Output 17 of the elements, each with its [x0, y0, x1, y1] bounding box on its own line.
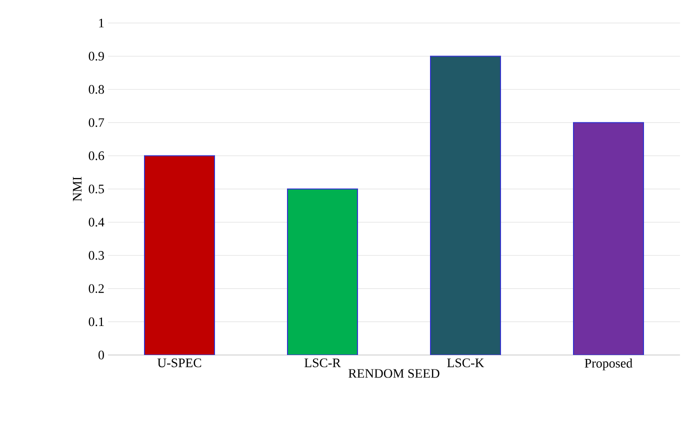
x-tick-label: Proposed	[584, 358, 632, 370]
y-tick-label: 0.7	[88, 118, 104, 127]
y-tick-label: 0.2	[88, 284, 104, 293]
y-tick-label: 0.9	[88, 52, 104, 61]
y-tick-label: 0.1	[88, 317, 104, 326]
x-tick-label: U-SPEC	[157, 358, 202, 368]
y-tick-label: 0.6	[88, 151, 104, 160]
y-axis-title: NMI	[72, 176, 82, 202]
x-axis-title: RENDOM SEED	[348, 369, 440, 378]
x-tick-label: LSC-K	[447, 358, 484, 368]
y-tick-label: 0.8	[88, 85, 104, 94]
x-tick-label: LSC-R	[304, 358, 341, 368]
y-tick-label: 1	[99, 18, 104, 28]
y-tick-label: 0.3	[88, 251, 104, 260]
y-tick-label: 0	[98, 350, 104, 360]
y-tick-label: 0.4	[88, 218, 104, 227]
y-tick-label: 0.5	[88, 184, 104, 194]
